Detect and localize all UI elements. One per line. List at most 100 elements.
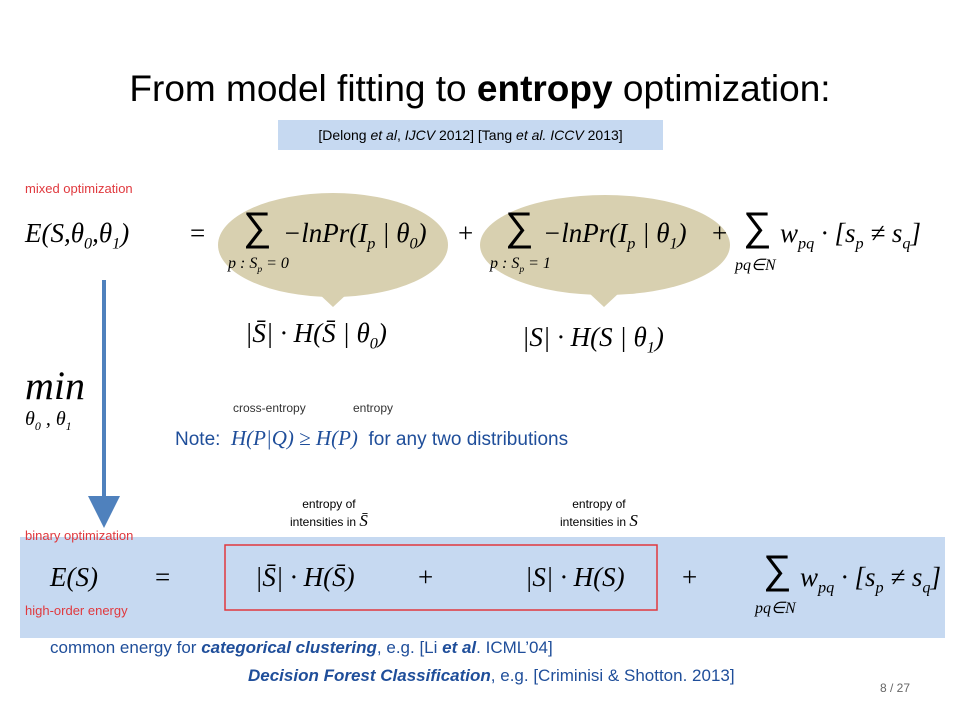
formula: E(S,θ0,θ1)	[25, 218, 129, 253]
text-part: |S| · H(S | θ	[522, 322, 647, 352]
citation: [Delong et al, IJCV 2012] [Tang et al. I…	[278, 120, 663, 150]
band	[20, 537, 945, 638]
formula: +	[712, 218, 728, 248]
text-part: ,θ	[92, 218, 113, 248]
text-part: ]	[910, 218, 921, 248]
text-part: q	[902, 234, 911, 253]
formula: −lnPr(Ip | θ0)	[283, 218, 427, 253]
formula: p : Sp = 1	[490, 255, 551, 275]
text-part: · [s	[834, 562, 876, 592]
text-part: p	[367, 234, 376, 253]
arrow	[589, 285, 619, 307]
text-part: E(S,θ	[25, 218, 84, 248]
text-part: w	[780, 218, 799, 248]
text-part: 2013]	[583, 127, 623, 143]
label: mixed optimization	[25, 181, 133, 196]
formula: pq∈N	[735, 255, 776, 275]
title: From model fitting to entropy optimizati…	[129, 68, 831, 109]
text-part: 0	[34, 419, 41, 433]
annotation: entropy of intensities in S	[560, 497, 638, 530]
text-part: pq∈N	[735, 257, 776, 274]
text-part: . ICML’04]	[476, 638, 553, 657]
text-part: w	[800, 562, 819, 592]
annotation: entropy of intensities in S̄	[290, 497, 368, 530]
formula: θ0 , θ1	[25, 408, 72, 434]
text-part: , θ	[40, 408, 66, 430]
text-part: p	[875, 578, 884, 597]
formula: |S̄| · H(S̄ | θ0)	[245, 318, 387, 353]
footer: Decision Forest Classification, e.g. [Cr…	[248, 666, 735, 685]
label: high-order energy	[25, 603, 128, 618]
text-part: )	[677, 218, 687, 248]
text-part: p : S	[490, 255, 520, 272]
text-part: = 1	[524, 255, 551, 272]
highlight-box	[224, 544, 658, 611]
text-part: 2012] [Tang	[435, 127, 517, 143]
text-part: p	[257, 264, 263, 276]
text-part: et al. ICCV	[516, 127, 584, 143]
formula: +	[682, 562, 698, 592]
formula: ∑	[743, 205, 772, 249]
formula: |S| · H(S)	[525, 562, 625, 592]
text-part: p	[855, 234, 864, 253]
text-part: )	[654, 322, 664, 352]
text-part: p	[519, 264, 525, 276]
formula: wpq · [sp ≠ sq]	[800, 562, 941, 597]
text-part: common energy for	[50, 638, 202, 657]
text-part: et al	[370, 127, 397, 143]
text-part: θ	[25, 408, 35, 430]
note: cross-entropy	[233, 401, 306, 415]
text-part: pq	[798, 234, 815, 253]
text-part: )	[377, 318, 387, 348]
text-part: )	[120, 218, 130, 248]
text-part: | θ	[635, 218, 670, 248]
ellipse	[480, 195, 730, 295]
page-number: 8 / 27	[880, 681, 911, 695]
text-part: 1	[646, 338, 655, 357]
text-part: 0	[369, 334, 378, 353]
formula: =	[190, 218, 206, 248]
text-part: · [s	[814, 218, 856, 248]
text-part: 1	[669, 234, 678, 253]
label: binary optimization	[25, 528, 134, 543]
text-part: 0	[84, 234, 93, 253]
text-part: categorical clustering	[201, 638, 377, 657]
text-part: −lnPr(I	[283, 218, 368, 248]
formula: |S| · H(S | θ1)	[522, 322, 664, 357]
formula: −lnPr(Ip | θ1)	[543, 218, 687, 253]
formula: pq∈N	[755, 598, 796, 618]
text-part: pq∈N	[755, 600, 796, 617]
text-part: |S̄| · H(S̄ | θ	[245, 318, 370, 348]
text-part: ≠ s	[883, 562, 923, 592]
text-part: )	[417, 218, 427, 248]
formula: =	[155, 562, 171, 592]
text-part: [Delong	[318, 127, 371, 143]
note: Note: H(P|Q) ≥ H(P) for any two distribu…	[175, 426, 569, 450]
formula: ∑	[505, 205, 534, 249]
text-part: IJCV	[404, 127, 436, 143]
formula: p : Sp = 0	[228, 255, 289, 275]
formula: +	[458, 218, 474, 248]
text-part: et al	[442, 638, 477, 657]
ellipse	[218, 193, 448, 297]
formula: +	[418, 562, 434, 592]
text-part: pq	[818, 578, 835, 597]
formula: |S̄| · H(S̄)	[255, 562, 355, 592]
text-part: 1	[65, 419, 72, 433]
text-part: q	[922, 578, 931, 597]
arrow	[318, 285, 348, 307]
text-part: 1	[112, 234, 121, 253]
text-part: ≠ s	[863, 218, 903, 248]
text-part: p	[627, 234, 636, 253]
text-part: −lnPr(I	[543, 218, 628, 248]
text-part: ,	[396, 127, 405, 143]
formula: ∑	[243, 205, 272, 249]
footer: common energy for categorical clustering…	[50, 638, 553, 658]
text-part: | θ	[375, 218, 410, 248]
text-part: ]	[930, 562, 941, 592]
formula: min	[25, 363, 85, 408]
formula: wpq · [sp ≠ sq]	[780, 218, 921, 253]
note: entropy	[353, 401, 394, 415]
